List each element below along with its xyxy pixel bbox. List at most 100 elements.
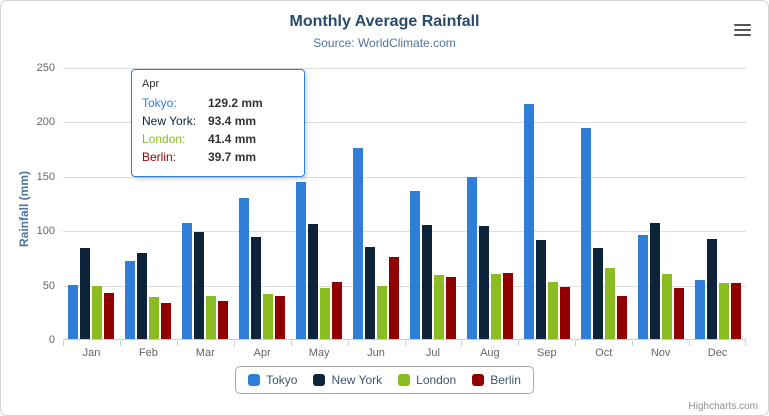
x-axis-label: Feb bbox=[138, 347, 158, 359]
tooltip-rows: Tokyo: 129.2 mm New York: 93.4 mm London: 41.… bbox=[142, 96, 294, 164]
bar-london-oct[interactable] bbox=[604, 268, 615, 339]
bar-new-york-feb[interactable] bbox=[137, 253, 148, 339]
bar-berlin-nov[interactable] bbox=[673, 288, 684, 339]
bar-london-sep[interactable] bbox=[547, 282, 558, 339]
bar-london-jun[interactable] bbox=[377, 286, 388, 339]
bar-berlin-oct[interactable] bbox=[616, 296, 627, 339]
bar-new-york-nov[interactable] bbox=[649, 223, 660, 339]
bar-tokyo-jun[interactable] bbox=[353, 147, 364, 339]
bar-london-dec[interactable] bbox=[718, 283, 729, 339]
legend-item-tokyo[interactable]: Tokyo bbox=[248, 373, 297, 387]
bar-london-nov[interactable] bbox=[661, 274, 672, 339]
gridline bbox=[63, 68, 746, 69]
bar-tokyo-apr[interactable] bbox=[239, 198, 250, 339]
y-axis-label: 200 bbox=[36, 116, 55, 129]
bar-berlin-feb[interactable] bbox=[161, 302, 172, 339]
x-axis-label: Apr bbox=[253, 347, 271, 359]
legend-item-london[interactable]: London bbox=[398, 373, 456, 387]
plot-area bbox=[63, 68, 746, 340]
legend-item-berlin[interactable]: Berlin bbox=[472, 373, 521, 387]
tooltip-series-label: New York: bbox=[142, 114, 197, 128]
bar-new-york-jul[interactable] bbox=[421, 224, 432, 339]
tooltip: Apr Tokyo: 129.2 mm New York: 93.4 mm London… bbox=[131, 69, 305, 177]
bar-tokyo-nov[interactable] bbox=[637, 235, 648, 339]
bar-tokyo-jul[interactable] bbox=[409, 191, 420, 339]
y-axis-label: 0 bbox=[48, 334, 55, 346]
tooltip-row: New York: 93.4 mm bbox=[142, 114, 294, 128]
bar-berlin-mar[interactable] bbox=[218, 301, 229, 339]
export-menu-icon[interactable] bbox=[734, 24, 751, 36]
x-axis-tick bbox=[119, 341, 121, 346]
bar-london-aug[interactable] bbox=[490, 274, 501, 339]
bar-new-york-mar[interactable] bbox=[194, 231, 205, 339]
bar-tokyo-aug[interactable] bbox=[466, 177, 477, 339]
tooltip-row: London: 41.4 mm bbox=[142, 132, 294, 146]
credits-link[interactable]: Highcharts.com bbox=[688, 401, 758, 412]
legend-label: Berlin bbox=[490, 373, 521, 387]
x-axis-tick bbox=[233, 341, 235, 346]
y-axis-label: 50 bbox=[42, 279, 55, 292]
x-axis-label: Jul bbox=[425, 347, 440, 359]
legend-item-new-york[interactable]: New York bbox=[313, 373, 382, 387]
x-axis-tick bbox=[632, 341, 634, 346]
hamburger-line bbox=[734, 29, 751, 31]
y-axis-labels: 0 50 100 150 200 250 bbox=[1, 62, 55, 346]
bar-london-jan[interactable] bbox=[92, 285, 103, 339]
bar-tokyo-feb[interactable] bbox=[125, 261, 136, 339]
bar-tokyo-jan[interactable] bbox=[68, 284, 79, 339]
bar-new-york-oct[interactable] bbox=[592, 248, 603, 339]
gridline bbox=[63, 122, 746, 124]
bar-london-mar[interactable] bbox=[206, 296, 217, 339]
bar-new-york-apr[interactable] bbox=[251, 237, 262, 339]
hamburger-line bbox=[734, 24, 751, 26]
legend-label: London bbox=[416, 373, 457, 387]
bar-berlin-jul[interactable] bbox=[445, 276, 456, 339]
gridline bbox=[63, 285, 746, 287]
bar-london-may[interactable] bbox=[320, 287, 331, 339]
tooltip-value: 41.4 mm bbox=[208, 132, 257, 146]
bar-tokyo-dec[interactable] bbox=[694, 279, 705, 339]
x-axis-label: Aug bbox=[480, 347, 500, 359]
bar-new-york-aug[interactable] bbox=[478, 225, 489, 339]
tooltip-row: Berlin: 39.7 mm bbox=[142, 150, 294, 164]
bar-berlin-may[interactable] bbox=[332, 281, 343, 339]
x-axis-line bbox=[63, 339, 746, 340]
legend-label: Tokyo bbox=[266, 373, 298, 387]
x-axis-label: May bbox=[308, 347, 330, 359]
x-axis-labels: Jan Feb Mar Apr May Jun Jul Aug Sep Oct Nov Dec bbox=[63, 347, 746, 361]
x-axis-label: Dec bbox=[707, 347, 728, 359]
bar-new-york-jan[interactable] bbox=[80, 248, 91, 339]
bar-berlin-jan[interactable] bbox=[104, 292, 115, 339]
bar-london-jul[interactable] bbox=[433, 274, 444, 339]
x-axis-label: Oct bbox=[595, 347, 613, 359]
x-axis-label: Nov bbox=[650, 347, 671, 359]
bar-tokyo-may[interactable] bbox=[296, 182, 307, 339]
bar-london-feb[interactable] bbox=[149, 296, 160, 339]
bar-tokyo-oct[interactable] bbox=[580, 127, 591, 339]
bar-new-york-sep[interactable] bbox=[535, 239, 546, 339]
bar-tokyo-mar[interactable] bbox=[182, 223, 193, 339]
bar-tokyo-sep[interactable] bbox=[523, 103, 534, 339]
bar-berlin-aug[interactable] bbox=[502, 273, 513, 339]
bar-berlin-jun[interactable] bbox=[389, 256, 400, 339]
x-axis-tick bbox=[689, 341, 691, 346]
legend-symbol bbox=[398, 374, 411, 386]
x-axis-label: Jan bbox=[82, 347, 101, 359]
x-axis-tick bbox=[176, 341, 178, 346]
bar-new-york-dec[interactable] bbox=[706, 238, 717, 339]
bar-berlin-dec[interactable] bbox=[730, 283, 741, 339]
bar-new-york-may[interactable] bbox=[308, 223, 319, 339]
x-axis-ticks bbox=[63, 341, 746, 347]
x-axis-tick bbox=[290, 341, 292, 346]
tooltip-series-label: Tokyo: bbox=[142, 96, 177, 110]
legend-box: Tokyo New York London Berlin bbox=[235, 366, 534, 394]
bar-london-apr[interactable] bbox=[263, 293, 274, 339]
x-axis-tick bbox=[347, 341, 349, 346]
bar-berlin-apr[interactable] bbox=[275, 295, 286, 339]
tooltip-value: 93.4 mm bbox=[208, 114, 257, 128]
bar-new-york-jun[interactable] bbox=[365, 247, 376, 339]
x-axis-tick bbox=[63, 341, 64, 346]
bar-berlin-sep[interactable] bbox=[559, 287, 570, 339]
x-axis-tick bbox=[404, 341, 406, 346]
